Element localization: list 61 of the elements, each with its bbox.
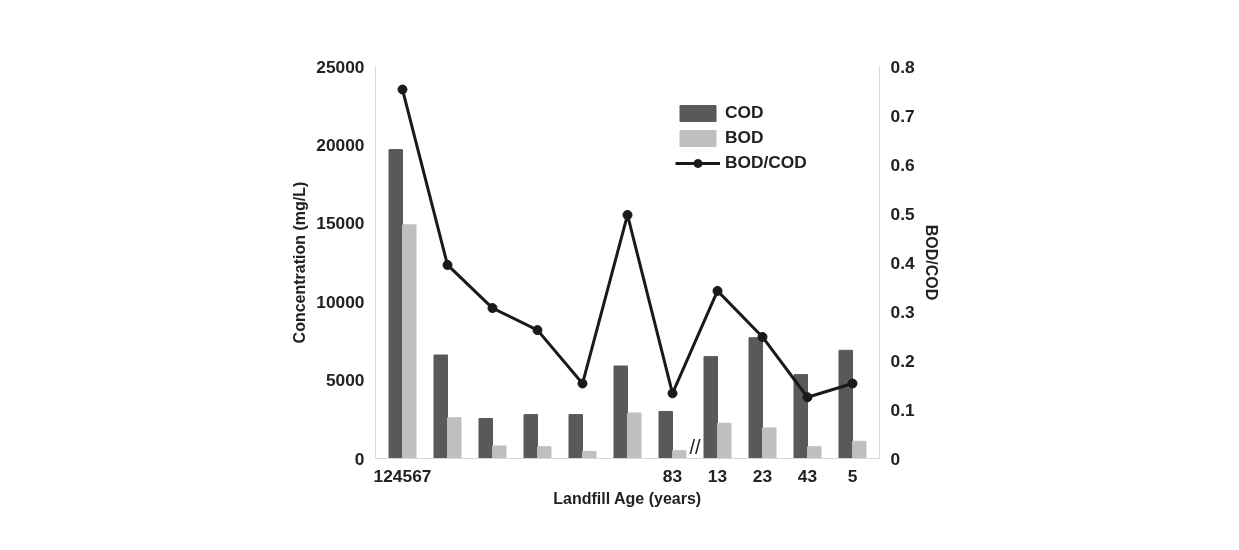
x-tick-label: 83 (662, 465, 683, 486)
bar (613, 365, 628, 459)
point (442, 259, 453, 270)
point (847, 378, 858, 389)
point (487, 303, 498, 314)
bar (807, 446, 822, 459)
legend-label: COD (725, 102, 764, 123)
y2-tick-label: 0.7 (890, 105, 915, 126)
y-tick-label: 0 (354, 448, 365, 469)
y-tick-label: 15000 (316, 213, 365, 234)
bar (478, 418, 493, 459)
y2-tick-label: 0.8 (890, 56, 915, 77)
bar (658, 410, 673, 459)
y2-tick-label: 0.4 (890, 252, 915, 273)
y-tick-label: 20000 (316, 134, 365, 155)
y2-axis-title: BOD/COD (922, 224, 940, 301)
x-tick-label: 5 (847, 465, 858, 486)
bar (388, 149, 403, 459)
bar (523, 414, 538, 459)
x-tick-label: 124567 (373, 465, 432, 486)
legend-label: BOD (725, 127, 764, 148)
bar (537, 446, 552, 459)
bar (852, 440, 867, 459)
x-tick-label: 23 (752, 465, 773, 486)
y2-tick-label: 0.5 (890, 203, 915, 224)
bar (568, 414, 583, 459)
bar (402, 224, 417, 459)
y-tick-label: 10000 (316, 291, 365, 312)
y2-tick-label: 0.3 (890, 301, 915, 322)
bar (447, 417, 462, 459)
x-tick-label: 13 (707, 465, 728, 486)
legend-label: BOD/COD (725, 152, 807, 173)
x-axis-title: Landfill Age (years) (553, 489, 702, 507)
bar (793, 374, 808, 459)
point (757, 331, 768, 342)
bar (582, 450, 597, 459)
bar (762, 427, 777, 459)
bar (717, 422, 732, 459)
y-axis-title: Concentration (mg/L) (291, 181, 309, 344)
bar (627, 412, 642, 459)
y2-tick-label: 0.1 (890, 399, 915, 420)
y-tick-label: 5000 (325, 370, 365, 391)
annotation: // (689, 435, 701, 458)
point (577, 378, 588, 389)
point (712, 285, 723, 296)
point (667, 388, 678, 399)
bar (748, 337, 763, 459)
bar (492, 445, 507, 459)
y2-tick-label: 0 (890, 448, 901, 469)
y2-tick-label: 0.6 (890, 154, 915, 175)
x-tick-label: 43 (797, 465, 818, 486)
point (397, 84, 408, 95)
bar (838, 349, 853, 459)
point (802, 392, 813, 403)
y-tick-label: 25000 (316, 56, 365, 77)
bar (703, 356, 718, 459)
point (622, 209, 633, 220)
bar (433, 354, 448, 459)
point (532, 325, 543, 336)
bar (672, 450, 687, 459)
y2-tick-label: 0.2 (890, 350, 915, 371)
